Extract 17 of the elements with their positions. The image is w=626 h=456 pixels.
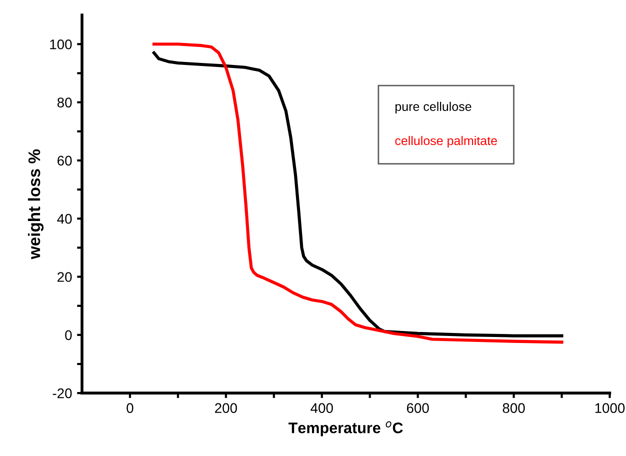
x-tick-label: 1000 xyxy=(595,403,625,413)
x-tick-label: 400 xyxy=(310,403,333,413)
x-tick-label: 600 xyxy=(406,403,429,413)
y-tick-label: 60 xyxy=(58,156,72,166)
y-tick-label: 40 xyxy=(57,214,72,224)
y-tick-label: -20 xyxy=(52,388,72,398)
x-tick-label: 200 xyxy=(215,403,237,413)
x-tick-label: 800 xyxy=(502,403,525,413)
y-tick-label: 20 xyxy=(58,272,72,282)
y-tick-label: 100 xyxy=(50,39,72,50)
text: pure cellulose xyxy=(395,102,472,114)
text: cellulose palmitate xyxy=(395,136,497,148)
x-axis-title: Temperature $^{o}$C xyxy=(288,421,403,436)
x-tick-label: 0 xyxy=(126,403,134,413)
y-tick-label: 0 xyxy=(65,330,72,340)
y-axis-title: weight loss % xyxy=(28,149,44,260)
y-tick-label: 80 xyxy=(57,98,72,108)
